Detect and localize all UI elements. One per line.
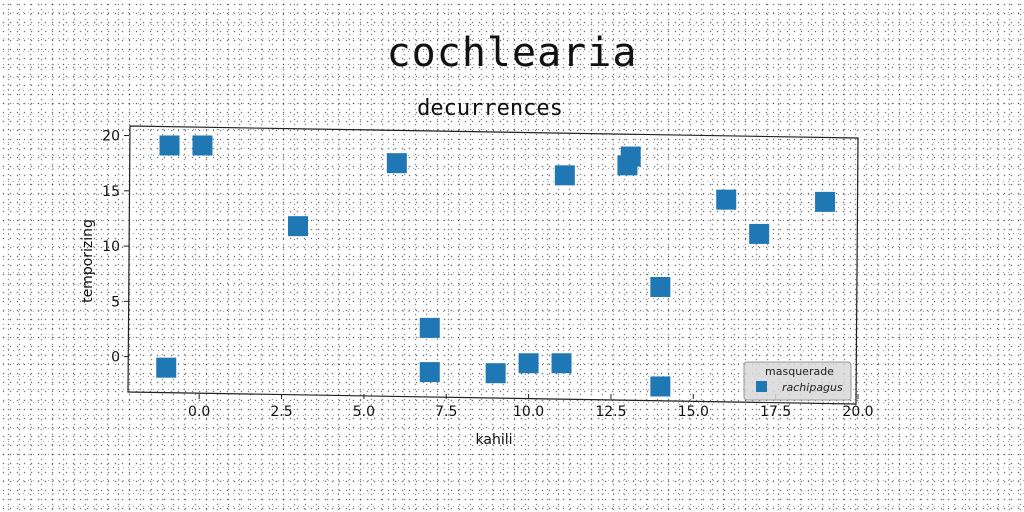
x-axis-label: kahili — [476, 432, 513, 448]
x-tick-label: 17.5 — [760, 404, 791, 420]
data-point — [288, 216, 308, 237]
y-tick-label: 0 — [111, 350, 120, 366]
legend-marker — [756, 381, 767, 392]
data-point — [551, 353, 572, 374]
x-tick-label: 10.0 — [513, 404, 544, 420]
x-tick-label: 0.0 — [188, 404, 210, 420]
x-tick-label: 5.0 — [353, 404, 375, 420]
y-axis-label: temporizing — [80, 219, 96, 303]
data-point — [156, 357, 177, 378]
data-point — [518, 353, 539, 374]
x-tick-label: 15.0 — [678, 404, 709, 420]
legend-entry-label: rachipagus — [782, 381, 843, 394]
data-point — [815, 191, 836, 212]
data-point — [419, 317, 440, 338]
y-axis: 0 5 10 15 20 — [102, 129, 129, 366]
legend-title: masquerade — [765, 365, 834, 378]
data-point — [386, 153, 407, 174]
x-tick-label: 12.5 — [595, 404, 626, 420]
data-point — [192, 135, 213, 156]
x-tick-label: 2.5 — [270, 404, 292, 420]
legend-box — [743, 361, 852, 401]
chart-title: cochlearia — [386, 30, 638, 76]
data-points — [156, 135, 836, 397]
legend: masquerade rachipagus — [743, 361, 852, 401]
data-point — [485, 363, 506, 384]
data-point — [650, 376, 671, 397]
data-point — [617, 155, 638, 176]
data-point — [650, 276, 671, 297]
y-tick-label: 15 — [102, 184, 120, 200]
data-point — [749, 223, 770, 244]
y-tick-label: 20 — [102, 129, 120, 145]
data-point — [716, 189, 737, 210]
data-point — [159, 135, 180, 156]
x-axis: 0.0 2.5 5.0 7.5 10.0 12.5 15.0 17.5 20.0 — [188, 394, 874, 420]
x-tick-label: 20.0 — [842, 404, 873, 420]
plot-frame-border — [127, 125, 859, 405]
data-point — [419, 362, 440, 383]
chart-subtitle: decurrences — [417, 96, 563, 121]
x-tick-label: 7.5 — [435, 404, 457, 420]
plot-frame — [127, 125, 859, 405]
y-tick-label: 10 — [102, 239, 120, 255]
y-tick-label: 5 — [111, 294, 120, 310]
data-point — [554, 165, 575, 186]
